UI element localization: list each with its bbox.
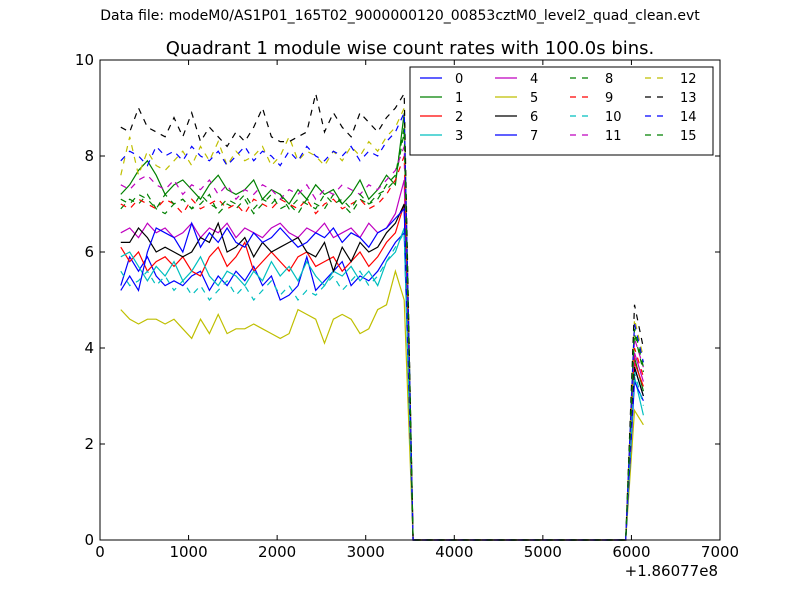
series-line-12 (120, 107, 644, 541)
chart-title: Quadrant 1 module wise count rates with … (166, 38, 655, 59)
series-line-9 (120, 155, 644, 541)
legend-label-3: 3 (455, 129, 463, 144)
legend-label-8: 8 (605, 72, 613, 87)
series-line-3 (120, 227, 644, 541)
legend-label-4: 4 (530, 72, 538, 87)
legend-label-14: 14 (680, 110, 697, 125)
legend-label-12: 12 (680, 72, 697, 87)
legend-label-6: 6 (530, 110, 538, 125)
y-tick-label: 10 (75, 51, 94, 69)
series-line-5 (120, 269, 644, 541)
legend-label-7: 7 (530, 129, 538, 144)
series-line-8 (120, 131, 644, 541)
series-line-10 (120, 230, 644, 541)
data-file-title: Data file: modeM0/AS1P01_165T02_90000001… (100, 8, 700, 24)
legend-box (409, 66, 714, 156)
legend-label-15: 15 (680, 129, 697, 144)
series-line-13 (120, 91, 644, 541)
legend-label-10: 10 (605, 110, 622, 125)
x-tick-label: 4000 (435, 543, 473, 561)
y-tick-label: 2 (84, 435, 94, 453)
legend-label-5: 5 (530, 91, 538, 106)
series-line-0 (120, 231, 644, 541)
x-tick-label: 2000 (258, 543, 296, 561)
plot-frame (99, 59, 721, 541)
legend-label-2: 2 (455, 110, 463, 125)
series-line-14 (120, 112, 644, 541)
series-line-4 (120, 179, 644, 541)
x-tick-label: 3000 (347, 543, 385, 561)
legend-label-11: 11 (605, 129, 622, 144)
y-tick-label: 8 (84, 147, 94, 165)
legend-label-9: 9 (605, 91, 613, 106)
y-tick-label: 0 (84, 531, 94, 549)
series-line-2 (120, 203, 644, 541)
x-axis-offset-label: +1.86077e8 (625, 562, 718, 580)
legend-label-1: 1 (455, 91, 463, 106)
x-tick-label: 0 (95, 543, 105, 561)
y-tick-label: 6 (84, 243, 94, 261)
series-line-6 (120, 203, 644, 541)
series-line-7 (120, 207, 644, 541)
x-tick-label: 6000 (612, 543, 650, 561)
x-tick-label: 7000 (701, 543, 739, 561)
y-tick-label: 4 (84, 339, 94, 357)
legend-label-13: 13 (680, 91, 697, 106)
legend-label-0: 0 (455, 72, 463, 87)
series-lines (120, 91, 644, 541)
x-tick-label: 1000 (169, 543, 207, 561)
x-tick-label: 5000 (524, 543, 562, 561)
series-line-11 (120, 146, 644, 541)
series-line-1 (120, 112, 644, 541)
series-line-15 (120, 127, 644, 541)
